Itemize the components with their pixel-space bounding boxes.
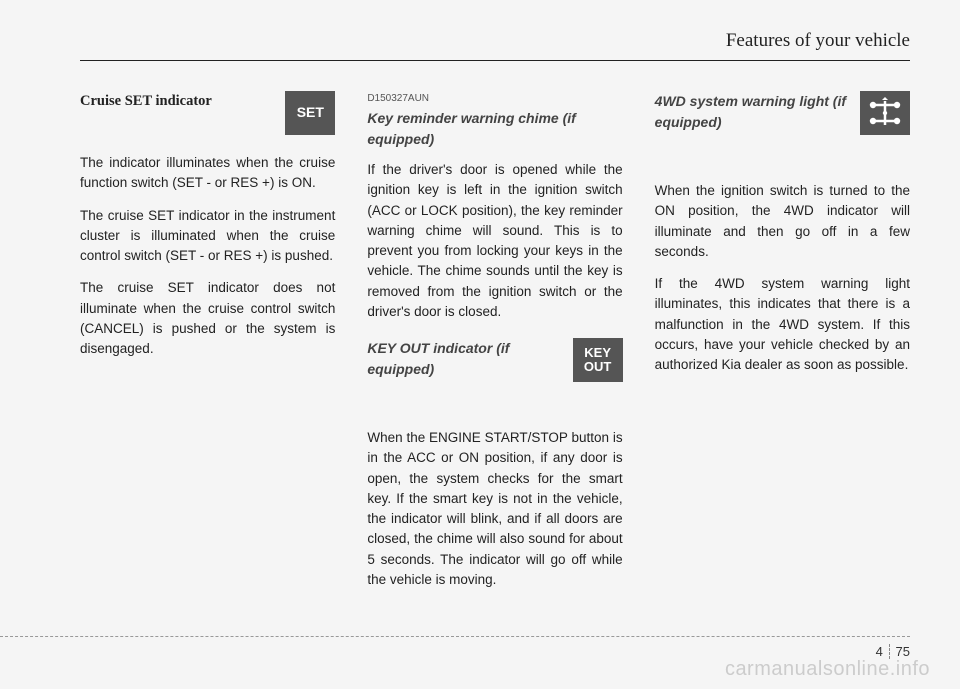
- body-text: The cruise SET indicator does not illumi…: [80, 278, 335, 359]
- content-columns: Cruise SET indicator SET The indicator i…: [80, 91, 910, 602]
- section-number: 4: [876, 644, 883, 659]
- column-2: D150327AUN Key reminder warning chime (i…: [367, 91, 622, 602]
- body-text: If the 4WD system warning light illumina…: [655, 274, 910, 375]
- column-1: Cruise SET indicator SET The indicator i…: [80, 91, 335, 602]
- 4wd-icon-svg: [867, 97, 903, 129]
- body-text: If the driver's door is opened while the…: [367, 160, 622, 322]
- watermark: carmanualsonline.info: [725, 658, 930, 681]
- body-text: The cruise SET indicator in the instrume…: [80, 206, 335, 267]
- 4wd-warning-icon: [860, 91, 910, 135]
- body-text: When the ENGINE START/STOP button is in …: [367, 428, 622, 590]
- column-3: 4WD system warning light (if equipped): [655, 91, 910, 602]
- key-out-heading: KEY OUT indicator (if equipped): [367, 338, 562, 380]
- set-indicator-icon: SET: [285, 91, 335, 135]
- chapter-header: Features of your vehicle: [80, 30, 910, 61]
- body-text: The indicator illuminates when the cruis…: [80, 153, 335, 194]
- section-code: D150327AUN: [367, 91, 622, 106]
- 4wd-warning-heading: 4WD system warning light (if equipped): [655, 91, 850, 133]
- key-out-indicator-icon: KEY OUT: [573, 338, 623, 382]
- page-footer: 4 75: [876, 644, 910, 659]
- cruise-set-heading: Cruise SET indicator: [80, 91, 275, 113]
- page-number: 75: [889, 644, 910, 659]
- footer-divider: [0, 636, 910, 637]
- body-text: When the ignition switch is turned to th…: [655, 181, 910, 262]
- key-reminder-heading: Key reminder warning chime (if equipped): [367, 108, 622, 150]
